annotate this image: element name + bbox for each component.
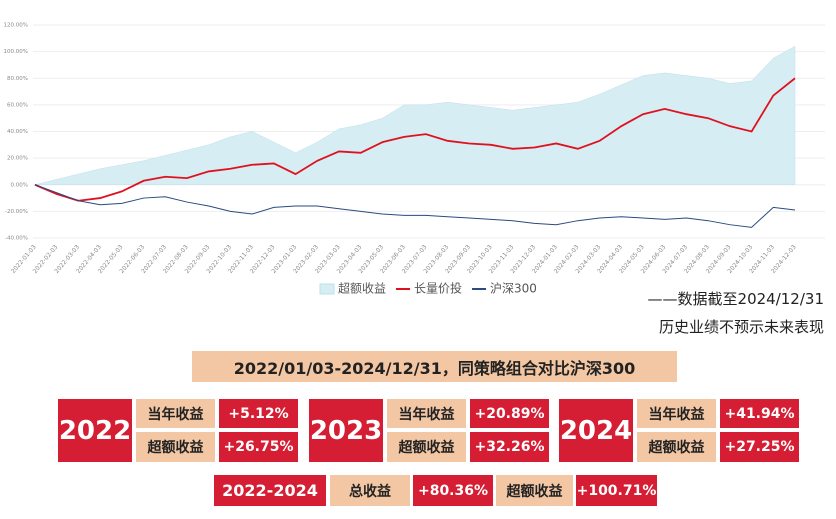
year-label: 当年收益	[637, 399, 716, 428]
area	[34, 45, 796, 185]
year-value: +26.75%	[219, 432, 298, 462]
year: 2022	[58, 399, 132, 462]
y-tick-label: -20.00%	[5, 209, 28, 215]
year-label: 超额收益	[387, 432, 466, 462]
y-tick-label: 0.00%	[11, 182, 28, 188]
y-tick-label: -40.00%	[5, 236, 28, 242]
legend-swatch	[319, 283, 335, 295]
summary-label: 总收益	[330, 475, 410, 506]
note: ——数据截至2024/12/31	[647, 290, 824, 308]
y-tick-label: 80.00%	[7, 76, 28, 82]
year-label: 超额收益	[637, 432, 716, 462]
line	[34, 77, 796, 202]
year-label: 当年收益	[136, 399, 215, 428]
y-tick-label: 20.00%	[7, 156, 28, 162]
chart: -40.00% -20.00% 0.00% 20.00% 40.00% 60.00% 80.…	[4, 23, 825, 296]
y-tick-label: 40.00%	[7, 129, 28, 135]
y-tick-label: 100.00%	[4, 49, 28, 55]
period: 2022-2024	[214, 475, 326, 506]
year: 2023	[309, 399, 383, 462]
year-value: +20.89%	[470, 399, 549, 428]
year-value: +27.25%	[720, 432, 799, 462]
summary-value: +80.36%	[413, 475, 493, 506]
summary-value: +100.71%	[576, 475, 657, 506]
banner: 2022/01/03-2024/12/31，同策略组合对比沪深300	[192, 351, 677, 382]
summary-label: 超额收益	[496, 475, 573, 506]
year-label: 超额收益	[136, 432, 215, 462]
year-value: +41.94%	[720, 399, 799, 428]
legend-label: 长量价投	[414, 281, 462, 296]
year-label: 当年收益	[387, 399, 466, 428]
y-tick-label: 120.00%	[4, 23, 28, 29]
y-tick-label: 60.00%	[7, 102, 28, 108]
line	[34, 184, 796, 228]
year-value: +5.12%	[219, 399, 298, 428]
legend-label: 沪深300	[490, 282, 537, 296]
legend-label: 超额收益	[338, 281, 386, 296]
year-value: +32.26%	[470, 432, 549, 462]
note: 历史业绩不预示未来表现	[658, 318, 824, 336]
year: 2024	[559, 399, 633, 462]
